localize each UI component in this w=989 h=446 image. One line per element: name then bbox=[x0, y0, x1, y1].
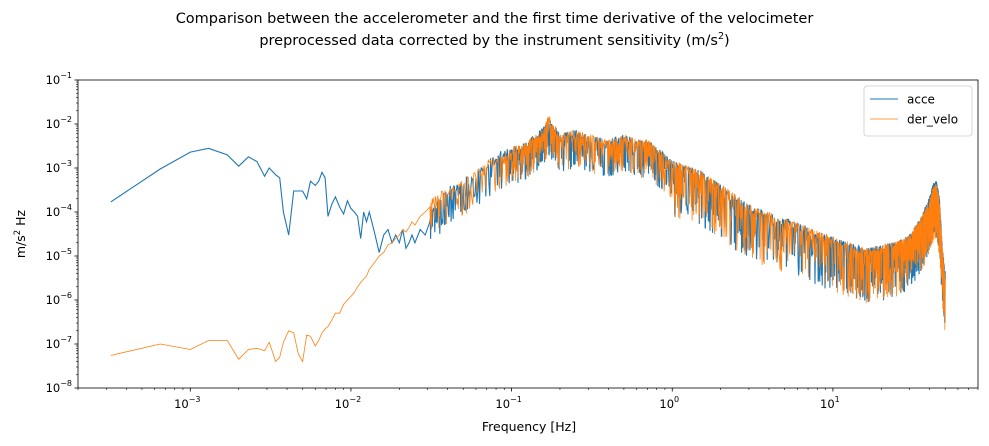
legend-label-der-velo: der_velo bbox=[907, 113, 958, 127]
y-tick-label: 10−2 bbox=[46, 115, 72, 131]
chart-title-line-2-suffix: ) bbox=[723, 33, 730, 49]
chart-title-line-2: preprocessed data corrected by the instr… bbox=[0, 30, 989, 52]
y-axis-label-suffix: Hz bbox=[13, 209, 28, 229]
series-layer bbox=[110, 116, 946, 363]
y-tick-label: 10−7 bbox=[46, 335, 72, 351]
y-axis-label-unit: m/s bbox=[13, 235, 28, 258]
chart-title-line-2-text: preprocessed data corrected by the instr… bbox=[259, 33, 718, 49]
chart-title-superscript: 2 bbox=[717, 31, 724, 43]
y-tick-label: 10−3 bbox=[46, 159, 72, 175]
x-tick-label: 10−3 bbox=[174, 395, 200, 411]
axes-layer: 10−3 10−2 10−1 100 101 10−8 10−7 10−6 10−5 10−4 10… bbox=[46, 71, 979, 411]
x-tick-label: 100 bbox=[659, 395, 679, 411]
legend: acce der_velo bbox=[863, 85, 973, 137]
chart-title-line-1: Comparison between the accelerometer and… bbox=[175, 11, 814, 27]
y-axis-label: m/s2 Hz bbox=[13, 209, 28, 258]
y-tick-label: 10−1 bbox=[46, 71, 72, 87]
plot-frame bbox=[77, 79, 979, 389]
x-tick-label: 10−1 bbox=[495, 395, 521, 411]
svg-text:m/s2 Hz: m/s2 Hz bbox=[13, 209, 28, 258]
x-axis-label: Frequency [Hz] bbox=[482, 419, 576, 434]
y-axis-label-superscript: 2 bbox=[13, 230, 23, 235]
chart-title: Comparison between the accelerometer and… bbox=[0, 8, 989, 52]
x-tick-label: 10−2 bbox=[335, 395, 361, 411]
series-line-der-velo bbox=[110, 116, 946, 363]
legend-label-acce: acce bbox=[907, 93, 935, 107]
y-tick-label: 10−8 bbox=[46, 379, 72, 395]
y-tick-label: 10−6 bbox=[46, 291, 72, 307]
y-tick-label: 10−4 bbox=[46, 203, 72, 219]
x-tick-label: 101 bbox=[820, 395, 840, 411]
y-tick-label: 10−5 bbox=[46, 247, 72, 263]
